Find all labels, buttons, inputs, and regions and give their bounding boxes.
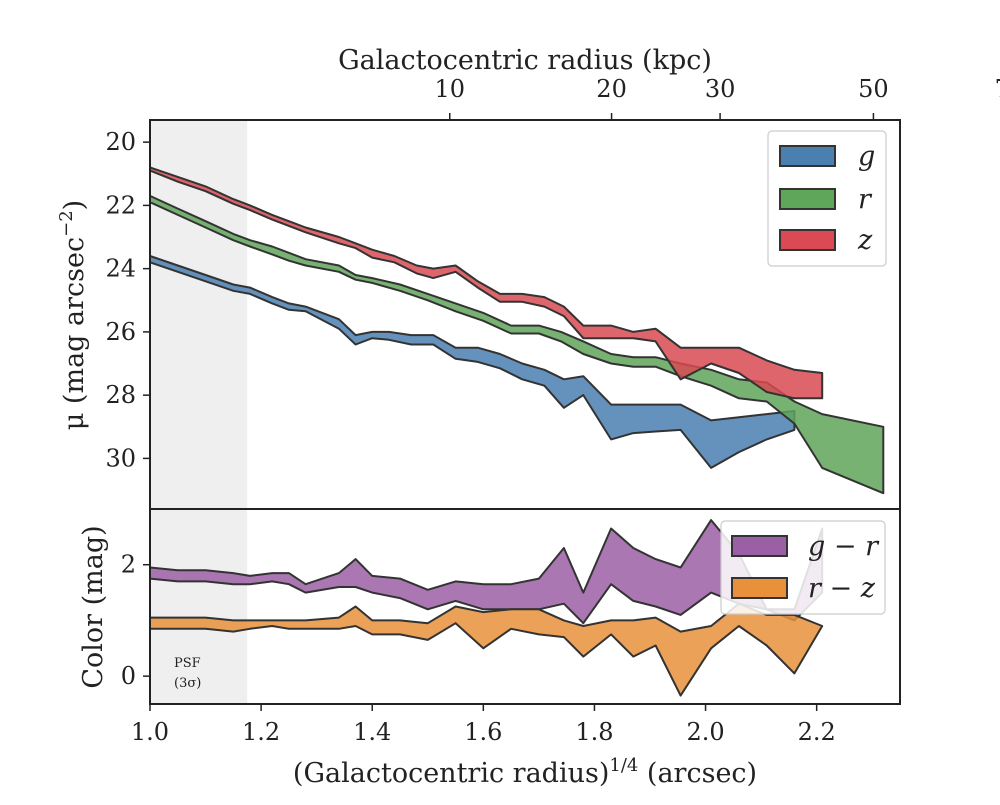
top-y-axis-title-main: μ (mag arcsec (59, 237, 90, 430)
top-secondary-x-ticks: 1020305075100150 (434, 75, 1000, 120)
bottom-x-axis-title-sup: 1/4 (609, 755, 638, 776)
top-y-tick-label: 26 (105, 318, 136, 346)
psf-annotation-line2: (3σ) (174, 676, 201, 691)
legend-label-z: z (857, 225, 873, 256)
bottom-x-tick-label: 2.0 (686, 718, 724, 746)
psf-annotation-line1: PSF (174, 656, 201, 671)
psf-shaded-region-bottom (150, 509, 248, 704)
top-x2-tick-label: 10 (434, 75, 465, 103)
bottom-x-tick-label: 1.8 (575, 718, 613, 746)
top-series-band-3 (149, 166, 824, 400)
bottom-x-axis-title: (Galactocentric radius)1/4 (arcsec) (293, 755, 757, 789)
top-y-axis-title: μ (mag arcsec−2) (56, 200, 90, 430)
top-legend: g r z (767, 130, 887, 267)
legend-swatch-g (779, 145, 836, 167)
top-y-tick-label: 28 (105, 381, 136, 409)
legend-label-g-r: g − r (808, 531, 880, 562)
legend-swatch-z (779, 229, 836, 251)
top-y-tick-label: 30 (105, 444, 136, 472)
bottom-y-axis-title: Color (mag) (78, 525, 109, 688)
bottom-legend: g − r r − z (720, 520, 886, 615)
top-x2-tick-label: 75 (995, 75, 1000, 103)
top-series-band-1 (149, 255, 796, 469)
top-x2-tick-label: 20 (596, 75, 627, 103)
bottom-panel: 02 1.0 1.2 1.4 1.6 1.8 2.0 2.2 PSF (3σ) (Galac… (78, 508, 901, 789)
bottom-x-tick-label: 1.4 (353, 718, 391, 746)
bottom-y-ticks: 02 (121, 551, 150, 690)
bottom-x-tick-label: 1.2 (242, 718, 280, 746)
bottom-x-tick-label: 1.6 (464, 718, 502, 746)
top-series-band-2 (149, 194, 885, 495)
legend-swatch-r-z (731, 577, 788, 599)
top-y-axis-title-end: ) (59, 200, 90, 211)
legend-label-r: r (858, 184, 873, 215)
top-y-tick-label: 24 (105, 255, 136, 283)
bottom-x-axis-title-main: (Galactocentric radius) (293, 758, 609, 789)
top-x2-tick-label: 50 (858, 75, 889, 103)
top-y-ticks: 20 22 24 26 28 30 (105, 128, 150, 472)
bottom-x-axis-title-end: (arcsec) (638, 758, 757, 789)
bottom-y-tick-label: 0 (121, 662, 136, 690)
top-x2-tick-label: 30 (705, 75, 736, 103)
top-x-axis-title: Galactocentric radius (kpc) (338, 45, 712, 76)
legend-label-g: g (858, 141, 875, 172)
bottom-x-ticks: 1.0 1.2 1.4 1.6 1.8 2.0 2.2 (131, 704, 836, 746)
bottom-plot-frame (149, 508, 901, 705)
psf-shaded-region-top (150, 120, 248, 509)
top-y-tick-label: 20 (105, 128, 136, 156)
top-y-tick-label: 22 (105, 191, 136, 219)
top-series-group (149, 166, 885, 495)
legend-label-r-z: r − z (808, 573, 876, 604)
legend-swatch-r (779, 188, 836, 210)
top-y-axis-title-sup: −2 (56, 210, 77, 237)
bottom-series-band-2 (149, 602, 824, 697)
bottom-x-tick-label: 1.0 (131, 718, 169, 746)
legend-swatch-g-r (731, 535, 788, 557)
bottom-x-tick-label: 2.2 (798, 718, 836, 746)
bottom-y-tick-label: 2 (121, 551, 136, 579)
